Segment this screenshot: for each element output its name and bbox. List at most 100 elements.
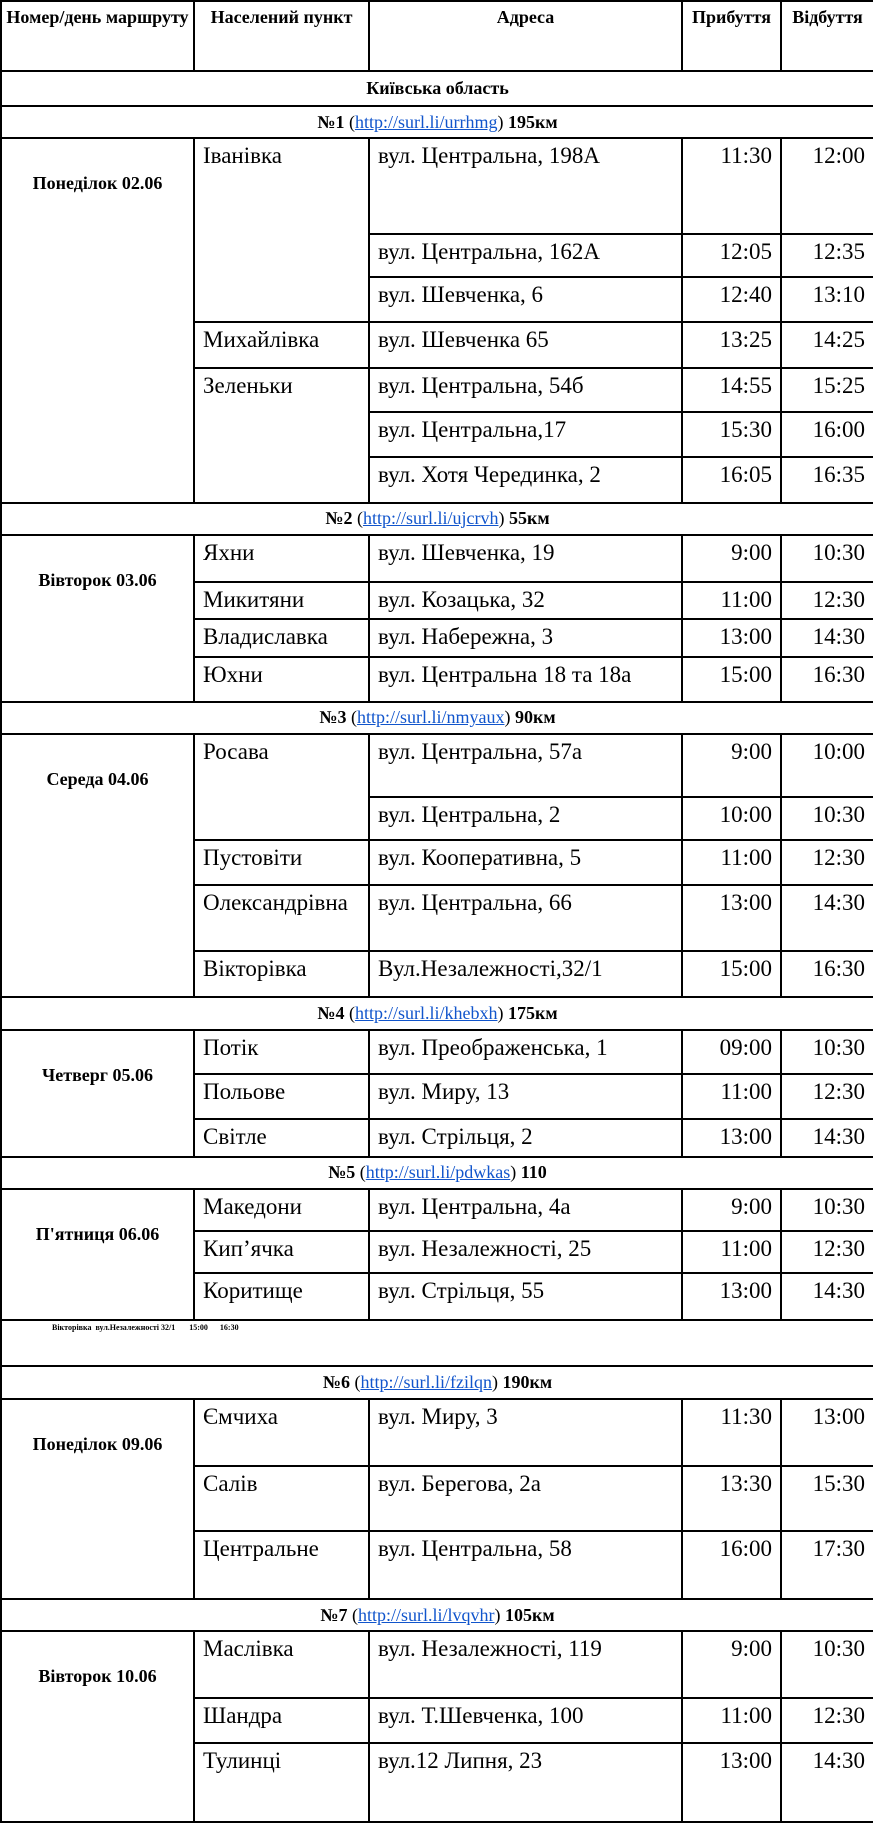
village: Михайлівка xyxy=(193,321,370,369)
note-row: Вікторівка вул.Незалежності 32/1 15:00 1… xyxy=(0,1318,873,1368)
route-day: Середа 04.06 xyxy=(0,733,195,999)
table-row: №2 http://surl.li/ujcrvh 55км xyxy=(0,501,873,537)
village: Польове xyxy=(193,1072,370,1121)
arrival-time: 11:00 xyxy=(681,1230,782,1274)
address: вул.12 Липня, 23 xyxy=(368,1742,683,1823)
departure-time: 12:30 xyxy=(780,580,873,620)
route-link[interactable]: http://surl.li/pdwkas xyxy=(365,1162,511,1183)
address: вул. Незалежності, 25 xyxy=(368,1230,683,1274)
route-link[interactable]: http://surl.li/nmyaux xyxy=(356,707,505,728)
arrival-time: 10:00 xyxy=(681,795,782,842)
arrival-time: 11:00 xyxy=(681,1696,782,1745)
route-number: №5 xyxy=(328,1162,356,1183)
table-row: №7 http://surl.li/lvqvhr 105км xyxy=(0,1597,873,1633)
route-link-wrap: http://surl.li/fzilqn xyxy=(354,1372,498,1392)
route-link-wrap: http://surl.li/nmyaux xyxy=(351,707,511,727)
table-row: вул. Центральна, 2 10:00 10:30 xyxy=(1,795,873,842)
table-row: №6 http://surl.li/fzilqn 190км xyxy=(0,1365,873,1400)
route-link[interactable]: http://surl.li/lvqvhr xyxy=(357,1604,495,1625)
address: вул. Центральна, 198А xyxy=(368,137,683,235)
arrival-time: 15:00 xyxy=(681,949,782,999)
departure-time: 15:25 xyxy=(780,366,873,413)
route-distance: 90км xyxy=(514,707,556,728)
departure-time: 12:30 xyxy=(780,1072,873,1121)
village: Яхни xyxy=(193,534,370,583)
address: вул. Центральна, 58 xyxy=(368,1530,683,1600)
table-row: №4 http://surl.li/khebxh 175км xyxy=(0,996,873,1031)
village: Потік xyxy=(193,1028,370,1075)
village: Іванівка xyxy=(193,137,370,324)
address: вул. Центральна, 57а xyxy=(368,733,683,798)
departure-time: 10:00 xyxy=(780,733,873,798)
route-link[interactable]: http://surl.li/ujcrvh xyxy=(362,508,499,529)
village: Маслівка xyxy=(193,1630,370,1699)
arrival-time: 11:00 xyxy=(681,580,782,620)
arrival-time: 11:30 xyxy=(681,1397,782,1468)
arrival-time: 09:00 xyxy=(681,1028,782,1075)
table-row: Тулинці вул.12 Липня, 23 13:00 14:30 xyxy=(1,1742,873,1823)
village: Македони xyxy=(193,1188,370,1233)
arrival-time: 13:00 xyxy=(681,884,782,952)
address: вул. Набережна, 3 xyxy=(368,617,683,659)
table-row: Шандра вул. Т.Шевченка, 100 11:00 12:30 xyxy=(1,1696,873,1745)
village: Ємчиха xyxy=(193,1397,370,1468)
table-row: Вівторок 03.06 Яхни вул. Шевченка, 19 9:00 1… xyxy=(0,534,873,703)
village: Юхни xyxy=(193,656,370,703)
route-day: Вівторок 10.06 xyxy=(0,1630,195,1823)
departure-time: 10:30 xyxy=(780,534,873,583)
departure-time: 10:30 xyxy=(780,1028,873,1075)
arrival-time: 14:55 xyxy=(681,366,782,413)
departure-time: 17:30 xyxy=(780,1530,873,1600)
table-row: Польове вул. Миру, 13 11:00 12:30 xyxy=(1,1072,873,1121)
table-row: №3 http://surl.li/nmyaux 90км xyxy=(0,700,873,736)
departure-time: 16:35 xyxy=(780,456,873,504)
departure-time: 12:35 xyxy=(780,232,873,278)
table-row: Юхни вул. Центральна 18 та 18а 15:00 16:30 xyxy=(1,656,873,703)
village: Тулинці xyxy=(193,1742,370,1823)
address: вул. Незалежності, 119 xyxy=(368,1630,683,1699)
table-row: Понеділок 02.06 Іванівка вул. Центральна, … xyxy=(0,137,873,504)
arrival-time: 13:00 xyxy=(681,1118,782,1158)
address: вул. Козацька, 32 xyxy=(368,580,683,620)
address: вул. Шевченка, 6 xyxy=(368,275,683,324)
route-header: №7 http://surl.li/lvqvhr 105км xyxy=(0,1597,873,1633)
route-distance: 55км xyxy=(508,508,550,529)
address: вул. Шевченка, 19 xyxy=(368,534,683,583)
header-cell: Адреса xyxy=(368,0,683,72)
departure-time: 12:30 xyxy=(780,839,873,887)
arrival-time: 16:05 xyxy=(681,456,782,504)
village: Олександрівна xyxy=(193,884,370,952)
route-header: №3 http://surl.li/nmyaux 90км xyxy=(0,700,873,736)
departure-time: 14:30 xyxy=(780,617,873,659)
departure-time: 10:30 xyxy=(780,1188,873,1233)
route-link[interactable]: http://surl.li/khebxh xyxy=(354,1002,498,1023)
route-number: №3 xyxy=(319,707,347,728)
region-cell: Київська область xyxy=(0,69,873,107)
route-link-wrap: http://surl.li/ujcrvh xyxy=(357,508,505,528)
departure-time: 14:30 xyxy=(780,1271,873,1321)
departure-time: 16:30 xyxy=(780,656,873,703)
table-row: вул. Шевченка, 6 12:40 13:10 xyxy=(1,275,873,324)
route-distance: 195км xyxy=(507,111,558,132)
route-link[interactable]: http://surl.li/fzilqn xyxy=(360,1371,492,1392)
table-row: Четверг 05.06 Потік вул. Преображенська, 1… xyxy=(0,1028,873,1158)
route-day: П'ятниця 06.06 xyxy=(0,1188,195,1321)
route-day: Вівторок 03.06 xyxy=(0,534,195,703)
table-row: вул. Центральна, 162А 12:05 12:35 xyxy=(1,232,873,278)
route-header: №1 http://surl.li/urrhmg 195км xyxy=(0,104,873,140)
arrival-time: 9:00 xyxy=(681,1188,782,1233)
route-link-wrap: http://surl.li/khebxh xyxy=(349,1003,504,1023)
table-row: Середа 04.06 Росава вул. Центральна, 57а 9:… xyxy=(0,733,873,999)
village: Пустовіти xyxy=(193,839,370,887)
arrival-time: 15:00 xyxy=(681,656,782,703)
route-day: Четверг 05.06 xyxy=(0,1028,195,1158)
route-link-wrap: http://surl.li/lvqvhr xyxy=(352,1605,501,1625)
table-row: Кип’ячка вул. Незалежності, 25 11:00 12:30 xyxy=(1,1230,873,1274)
route-header: №5 http://surl.li/pdwkas 110 xyxy=(0,1155,873,1191)
village: Коритище xyxy=(193,1271,370,1321)
route-link[interactable]: http://surl.li/urrhmg xyxy=(354,111,498,132)
header-cell: Номер/день маршруту xyxy=(0,0,195,72)
arrival-time: 12:05 xyxy=(681,232,782,278)
arrival-time: 13:00 xyxy=(681,617,782,659)
route-number: №7 xyxy=(320,1604,348,1625)
